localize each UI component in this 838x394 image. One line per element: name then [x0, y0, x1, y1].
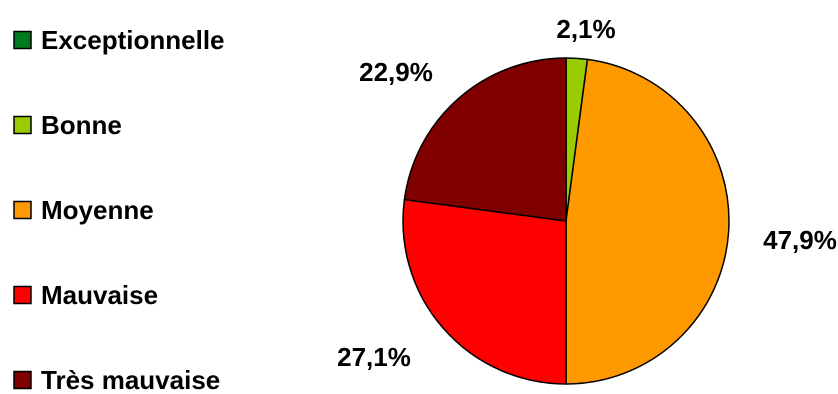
pie-slice-mauvaise [402, 198, 567, 385]
data-label-tres-mauvaise: 22,9% [359, 57, 433, 87]
legend-swatch-tres-mauvaise [13, 370, 32, 390]
legend: Exceptionnelle Bonne Moyenne Mauvaise Très m… [13, 25, 225, 394]
data-labels: 2,1% 47,9% 27,1% 22,9% [337, 14, 837, 372]
legend-label-moyenne: Moyenne [41, 195, 154, 225]
pie-slice-moyenne [565, 58, 730, 385]
data-label-moyenne: 47,9% [763, 225, 837, 255]
pie-slices [402, 57, 730, 385]
pie-slice-tres-mauvaise [403, 57, 567, 222]
data-label-bonne: 2,1% [556, 14, 615, 44]
legend-label-mauvaise: Mauvaise [41, 280, 158, 310]
legend-swatch-mauvaise [13, 285, 32, 305]
legend-swatch-bonne [13, 115, 32, 135]
legend-swatch-moyenne [13, 200, 32, 220]
legend-label-exceptionnelle: Exceptionnelle [41, 25, 225, 55]
legend-swatch-exceptionnelle [13, 30, 32, 50]
legend-label-bonne: Bonne [41, 110, 122, 140]
data-label-mauvaise: 27,1% [337, 342, 411, 372]
legend-label-tres-mauvaise: Très mauvaise [41, 365, 220, 394]
